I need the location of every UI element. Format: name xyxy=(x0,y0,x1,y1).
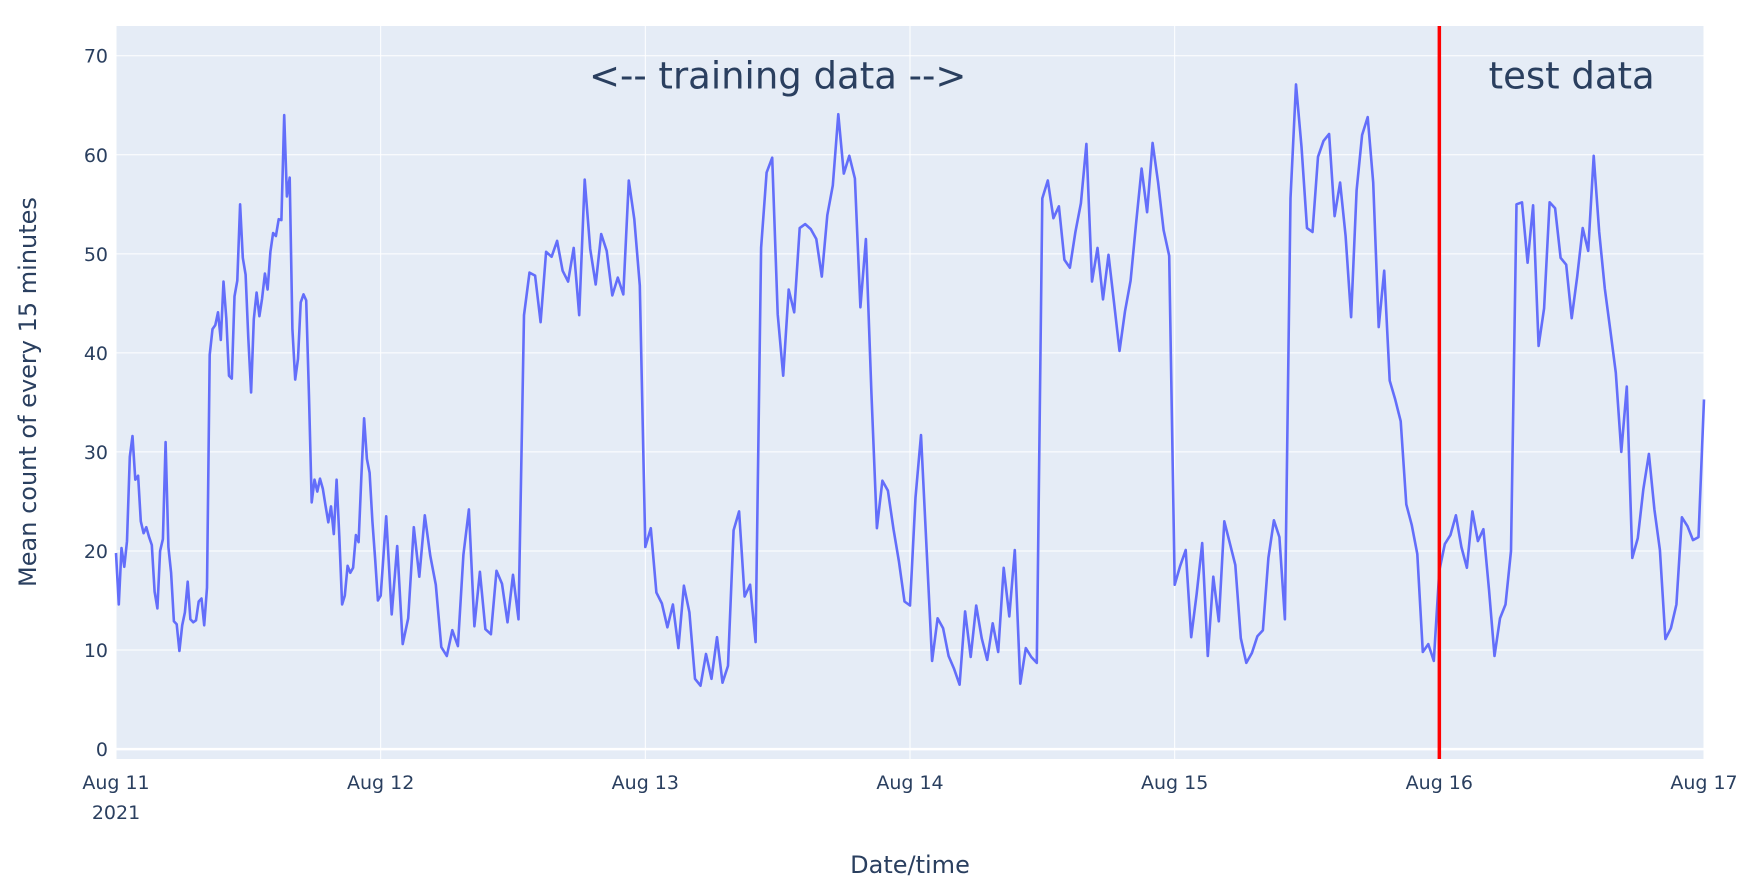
y-tick-label: 70 xyxy=(84,46,108,68)
x-tick-label: Aug 11 xyxy=(82,772,149,794)
annotation-text: test data xyxy=(1489,55,1655,98)
series-line xyxy=(114,83,1706,687)
y-tick-label: 20 xyxy=(84,541,108,563)
x-tick-label: Aug 13 xyxy=(612,772,679,794)
y-axis-title: Mean count of every 15 minutes xyxy=(14,197,42,587)
x-tick-label: Aug 14 xyxy=(876,772,943,794)
y-tick-label: 0 xyxy=(96,739,108,761)
annotation-text: <-- training data --> xyxy=(589,55,966,98)
x-tick-label: Aug 12 xyxy=(347,772,414,794)
annotations: <-- training data --> test data xyxy=(589,55,1655,98)
y-tick-label: 60 xyxy=(84,145,108,167)
x-tick-label: Aug 15 xyxy=(1141,772,1208,794)
x-axis-title: Date/time xyxy=(850,851,970,879)
x-tick-label: Aug 16 xyxy=(1406,772,1473,794)
y-tick-label: 50 xyxy=(84,244,108,266)
y-axis-ticks: 0 10 20 30 40 50 60 70 xyxy=(84,46,108,761)
y-tick-label: 10 xyxy=(84,640,108,662)
x-tick-sublabel: 2021 xyxy=(92,802,140,824)
y-tick-label: 30 xyxy=(84,442,108,464)
x-tick-label: Aug 17 xyxy=(1670,772,1737,794)
x-axis-ticks: Aug 11 2021 Aug 12 Aug 13 Aug 14 Aug 15 Aug 16… xyxy=(82,772,1737,824)
y-tick-label: 40 xyxy=(84,343,108,365)
